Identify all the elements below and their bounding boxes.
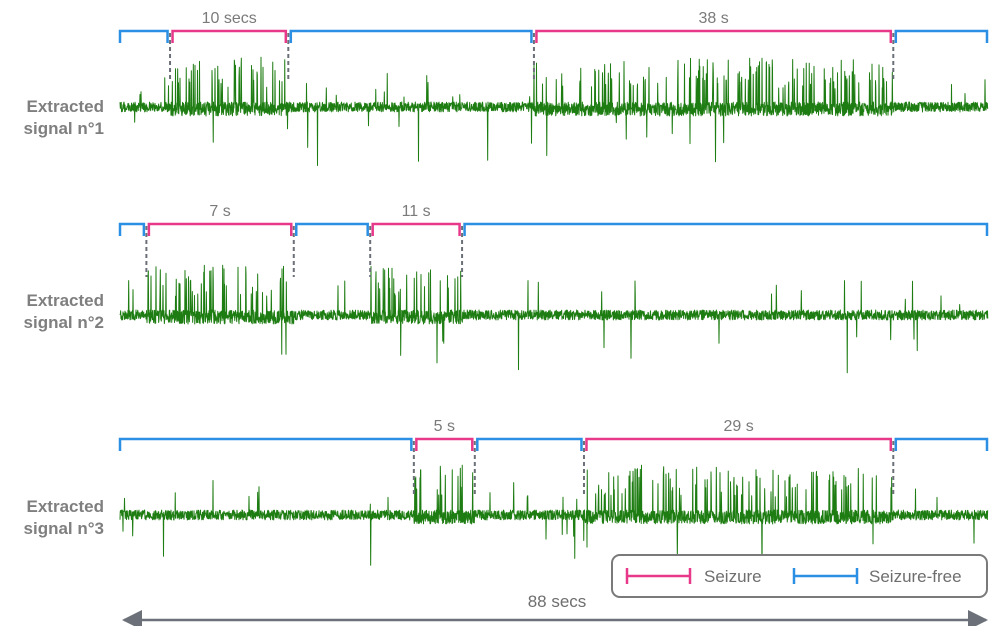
total-duration-label: 88 secs xyxy=(528,592,587,611)
signal-3-row: 5 s 29 s xyxy=(118,418,989,574)
signal-3-seizure-bracket-2 xyxy=(415,437,474,451)
signal-1-waveform xyxy=(119,56,989,166)
seizure-legend-label: Seizure xyxy=(704,567,762,586)
signal-3-label-line1: Extracted xyxy=(26,497,104,516)
seizure-free-legend-icon xyxy=(792,568,859,584)
signal-3-seizure-free-bracket-5 xyxy=(894,437,989,451)
signal-3-seizure-free-bracket-1 xyxy=(118,437,413,451)
signal-1-seizure-bracket-4 xyxy=(535,29,893,43)
signal-1-label: Extracted signal n°1 xyxy=(0,96,104,140)
signal-3-seizure-duration-label: 29 s xyxy=(724,418,754,435)
signal-1-seizure-free-bracket-1 xyxy=(118,29,169,43)
signal-3-seizure-bracket-4 xyxy=(585,437,893,451)
signal-2-seizure-free-bracket-3 xyxy=(295,222,369,236)
signal-2-seizure-duration-label: 11 s xyxy=(402,203,431,220)
signal-3-waveform xyxy=(119,464,989,574)
signal-3-seizure-duration-label: 5 s xyxy=(434,418,455,435)
signal-2-seizure-bracket-4 xyxy=(371,222,461,236)
signal-1-seizure-duration-label: 10 secs xyxy=(202,10,257,27)
signal-2-label: Extracted signal n°2 xyxy=(0,290,104,334)
signal-1-label-line2: signal n°1 xyxy=(23,119,104,138)
signal-1-seizure-duration-label: 38 s xyxy=(698,10,728,27)
seizure-legend-icon xyxy=(625,568,692,584)
legend: Seizure Seizure-free xyxy=(611,554,988,598)
signal-2-label-line2: signal n°2 xyxy=(23,313,104,332)
signal-2-waveform xyxy=(119,264,989,374)
signal-3-label-line2: signal n°3 xyxy=(23,519,104,538)
signal-2-row: 7 s 11 s xyxy=(118,203,989,374)
signal-1-row: 10 secs 38 s xyxy=(118,10,989,166)
signal-3-label: Extracted signal n°3 xyxy=(0,496,104,540)
signal-1-seizure-free-bracket-5 xyxy=(894,29,989,43)
signal-2-seizure-free-bracket-5 xyxy=(463,222,989,236)
signal-1-seizure-free-bracket-3 xyxy=(289,29,533,43)
signal-2-seizure-bracket-2 xyxy=(147,222,293,236)
signal-1-seizure-bracket-2 xyxy=(171,29,288,43)
signal-3-seizure-free-bracket-3 xyxy=(476,437,583,451)
seizure-free-legend-label: Seizure-free xyxy=(869,567,962,586)
signal-2-seizure-duration-label: 7 s xyxy=(209,203,230,220)
signal-2-label-line1: Extracted xyxy=(26,291,104,310)
total-duration-arrow: 88 secs xyxy=(122,592,988,626)
signal-1-label-line1: Extracted xyxy=(26,97,104,116)
signal-2-seizure-free-bracket-1 xyxy=(118,222,146,236)
